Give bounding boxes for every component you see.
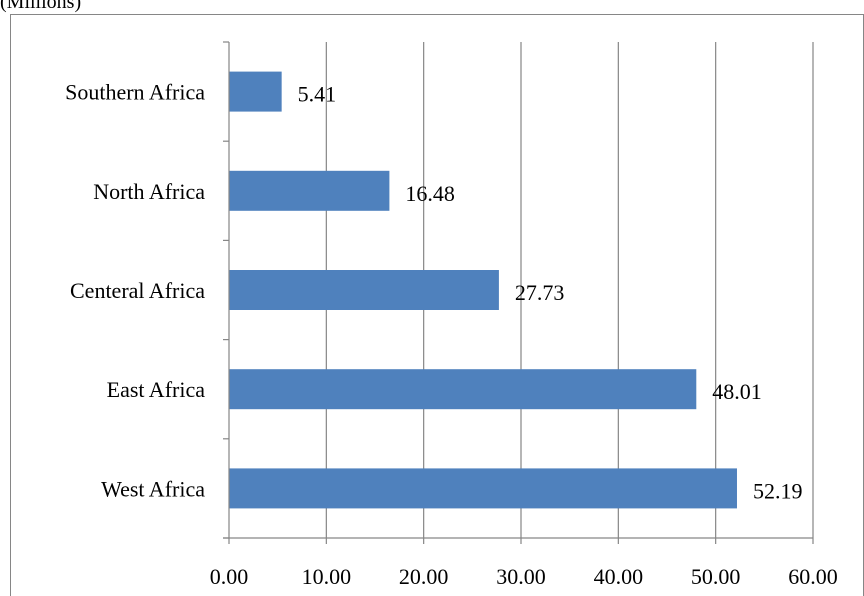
bar — [229, 270, 499, 310]
chart-caption: (Millions) — [0, 0, 82, 13]
x-tick-label: 40.00 — [594, 564, 644, 589]
data-label: 48.01 — [712, 379, 762, 404]
bars — [229, 71, 737, 509]
category-label: West Africa — [101, 476, 205, 501]
category-label: North Africa — [93, 179, 205, 204]
bar — [229, 170, 390, 211]
x-tick-label: 50.00 — [691, 564, 741, 589]
category-label: Southern Africa — [65, 80, 205, 105]
category-label: Centeral Africa — [70, 278, 205, 303]
bar — [229, 71, 282, 112]
data-label: 27.73 — [515, 280, 565, 305]
axes — [223, 41, 814, 544]
labels: 0.00 10.00 20.00 30.00 40.00 50.00 60.00 Southe… — [65, 80, 838, 589]
x-tick-label: 30.00 — [496, 564, 546, 589]
category-label: East Africa — [107, 377, 206, 402]
data-label: 5.41 — [298, 82, 337, 107]
data-label: 16.48 — [405, 181, 455, 206]
data-label: 52.19 — [753, 478, 803, 503]
bar — [229, 369, 697, 410]
x-tick-label: 20.00 — [399, 564, 449, 589]
x-tick-label: 60.00 — [788, 564, 838, 589]
x-tick-label: 0.00 — [210, 564, 249, 589]
bar — [229, 468, 737, 509]
x-tick-label: 10.00 — [302, 564, 352, 589]
